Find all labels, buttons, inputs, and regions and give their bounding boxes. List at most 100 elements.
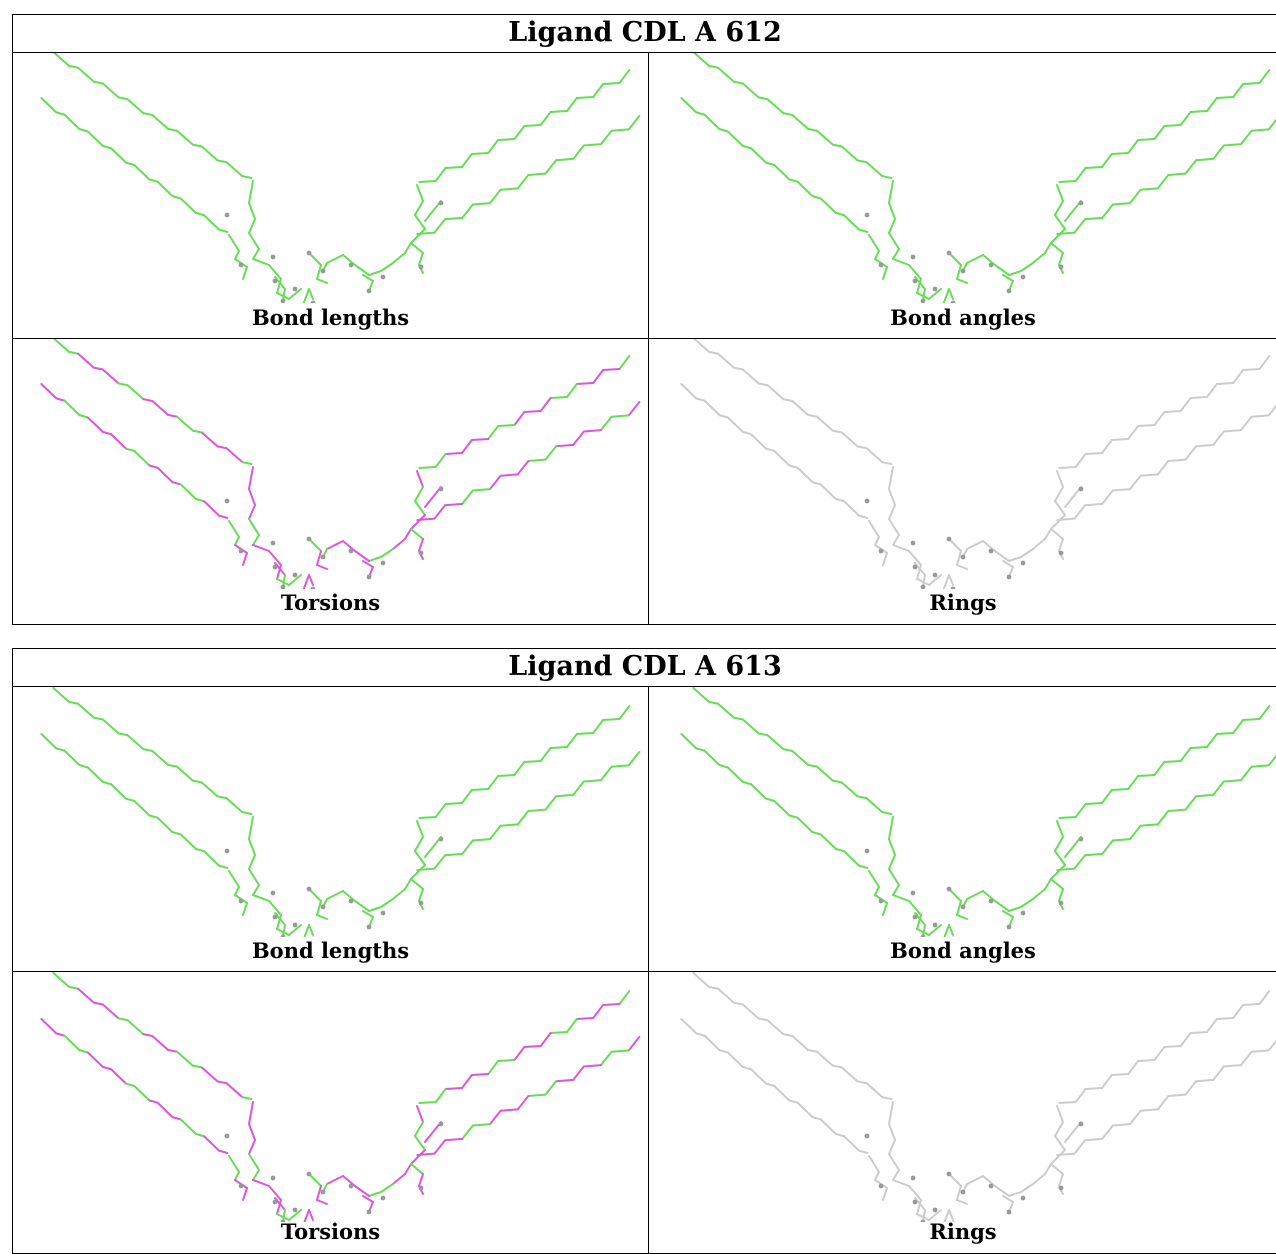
bond [243, 267, 247, 279]
atom [947, 1172, 952, 1177]
bond [498, 775, 514, 776]
bond [103, 84, 119, 98]
atom [293, 287, 298, 292]
bond [546, 160, 557, 173]
bond [1141, 474, 1158, 475]
bond [1021, 899, 1033, 907]
atom [239, 1184, 244, 1189]
bond [1138, 775, 1154, 776]
bond [867, 162, 883, 176]
bond [821, 835, 836, 849]
bond [720, 415, 728, 417]
bond [462, 491, 473, 504]
atom [311, 301, 316, 303]
bond [196, 499, 204, 501]
bond [1224, 780, 1241, 781]
bond [219, 230, 227, 232]
bond [309, 539, 321, 551]
bond [883, 903, 887, 915]
bond [844, 851, 859, 865]
bond [882, 176, 891, 178]
bond [518, 811, 529, 824]
bond [253, 535, 259, 545]
bond [681, 384, 696, 398]
bond [168, 415, 177, 417]
bond [612, 1050, 629, 1051]
bond [859, 1151, 867, 1153]
bond [317, 551, 321, 565]
bond [869, 871, 879, 887]
atom [879, 549, 884, 554]
bond [446, 1088, 462, 1089]
bond [612, 765, 629, 766]
atom [933, 923, 938, 928]
atom [307, 887, 312, 892]
atom [225, 213, 230, 218]
bond [1196, 159, 1213, 160]
atom [911, 891, 916, 896]
bond [541, 748, 551, 761]
bond [774, 1086, 789, 1100]
bond [80, 1050, 88, 1052]
bond [612, 415, 629, 416]
bond [88, 1053, 103, 1067]
bond [869, 235, 879, 251]
bond [943, 289, 949, 303]
bond [693, 973, 709, 987]
bond [69, 352, 78, 354]
bond [518, 175, 529, 188]
bond [949, 253, 961, 265]
bond [593, 84, 603, 97]
bond [242, 176, 251, 178]
bond [1003, 561, 1013, 567]
bond [317, 1186, 321, 1200]
bond [528, 174, 545, 175]
bond [309, 253, 321, 265]
bond [419, 181, 435, 182]
bond [718, 989, 734, 1003]
bond [1252, 765, 1269, 766]
atom [961, 905, 966, 910]
atom [349, 549, 354, 554]
bond [436, 454, 446, 467]
bond [249, 1140, 255, 1154]
bond [1191, 1032, 1207, 1033]
bond [567, 734, 577, 747]
bond [766, 1084, 774, 1086]
bond [1217, 733, 1233, 734]
bond [1051, 1150, 1065, 1164]
bond [1085, 504, 1102, 505]
bond [327, 255, 343, 263]
bond [867, 448, 883, 462]
bond [369, 907, 381, 911]
bond [1217, 383, 1233, 384]
bond [1075, 855, 1086, 868]
bond [1051, 243, 1063, 253]
bond [1055, 837, 1063, 851]
bond [995, 551, 1009, 561]
bond [869, 1156, 879, 1172]
atom [1007, 289, 1012, 294]
bond [119, 97, 128, 99]
bond [943, 575, 949, 589]
bond [577, 383, 593, 384]
bond [249, 839, 255, 855]
bond [1055, 1136, 1065, 1150]
panel-caption: Bond lengths [13, 938, 648, 963]
bond [249, 869, 259, 885]
bond [1059, 889, 1063, 901]
atom [321, 269, 326, 274]
bond [103, 146, 111, 148]
bond [1155, 126, 1165, 139]
bond [995, 901, 1009, 911]
bond [1213, 146, 1224, 159]
bond [705, 401, 720, 415]
bond [1021, 263, 1033, 271]
bond [168, 129, 177, 131]
bond [889, 219, 895, 233]
bond [743, 1005, 759, 1019]
atom [419, 265, 424, 270]
molecule-image [13, 53, 649, 303]
bond [119, 383, 128, 385]
bond [1155, 762, 1165, 775]
